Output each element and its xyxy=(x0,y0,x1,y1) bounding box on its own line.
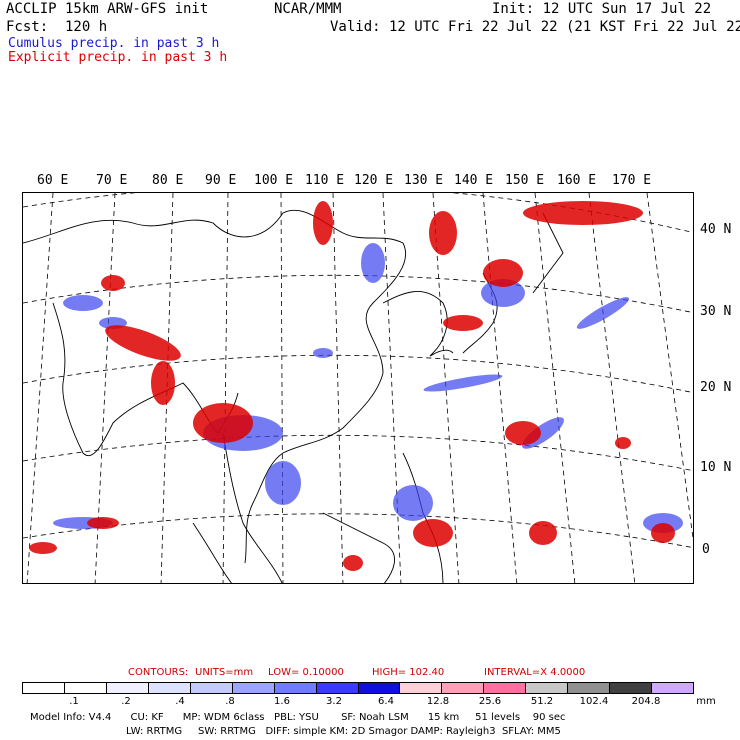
colorbar-swatch xyxy=(568,683,611,693)
graticule xyxy=(23,193,693,583)
colorbar-swatch xyxy=(652,683,693,693)
colorbar-unit: mm xyxy=(696,696,716,707)
explicit-precip xyxy=(29,201,675,571)
lon-label: 140 E xyxy=(454,173,494,188)
colorbar-swatch xyxy=(442,683,485,693)
lon-label: 100 E xyxy=(254,173,294,188)
forecast-hour: Fcst: 120 h xyxy=(6,19,108,35)
contours-low: LOW= 0.10000 xyxy=(268,667,344,678)
colorbar-swatch xyxy=(484,683,527,693)
center-label: NCAR/MMM xyxy=(274,1,342,17)
lon-label: 70 E xyxy=(96,173,128,188)
colorbar-swatch xyxy=(106,683,149,693)
precip-map xyxy=(22,192,694,584)
lat-label: 20 N xyxy=(700,380,732,395)
lat-label: 0 xyxy=(702,542,710,557)
colorbar-label: 3.2 xyxy=(326,696,342,707)
valid-time: Valid: 12 UTC Fri 22 Jul 22 (21 KST Fri … xyxy=(330,19,740,35)
lon-label: 160 E xyxy=(557,173,597,188)
colorbar-label: 25.6 xyxy=(478,696,502,707)
contours-units: UNITS=mm xyxy=(195,667,254,678)
lon-label: 150 E xyxy=(505,173,545,188)
colorbar-swatch xyxy=(274,683,317,693)
contours-interval: INTERVAL=X 4.0000 xyxy=(484,667,586,678)
colorbar-swatch xyxy=(316,683,359,693)
coastlines xyxy=(23,209,564,583)
lat-label: 10 N xyxy=(700,460,732,475)
map-graphics xyxy=(23,193,693,583)
lon-label: 170 E xyxy=(612,173,652,188)
lat-label: 30 N xyxy=(700,304,732,319)
lon-label: 80 E xyxy=(152,173,184,188)
colorbar-swatch xyxy=(400,683,443,693)
colorbar-swatch xyxy=(190,683,233,693)
colorbar-label: .1 xyxy=(69,696,79,707)
colorbar-label: .4 xyxy=(175,696,185,707)
colorbar-swatch xyxy=(23,683,65,693)
colorbar-label: 102.4 xyxy=(579,696,609,707)
model-title: ACCLIP 15km ARW-GFS init xyxy=(6,1,209,17)
contours-high: HIGH= 102.40 xyxy=(372,667,445,678)
colorbar-label: .2 xyxy=(121,696,131,707)
model-info-line2: LW: RRTMG SW: RRTMG DIFF: simple KM: 2D … xyxy=(126,726,561,737)
colorbar-swatch xyxy=(64,683,107,693)
lat-label: 40 N xyxy=(700,222,732,237)
colorbar-swatch xyxy=(358,683,401,693)
colorbar-swatch xyxy=(610,683,653,693)
colorbar-swatch xyxy=(148,683,191,693)
colorbar-label: 1.6 xyxy=(274,696,290,707)
colorbar-label: .8 xyxy=(225,696,235,707)
colorbar-label: 12.8 xyxy=(426,696,450,707)
colorbar-label: 6.4 xyxy=(378,696,394,707)
legend-explicit: Explicit precip. in past 3 h xyxy=(8,50,228,65)
lon-label: 110 E xyxy=(305,173,345,188)
lon-label: 130 E xyxy=(404,173,444,188)
init-time: Init: 12 UTC Sun 17 Jul 22 xyxy=(492,1,712,17)
colorbar-swatch xyxy=(526,683,569,693)
legend-cumulus: Cumulus precip. in past 3 h xyxy=(8,36,220,51)
lon-label: 90 E xyxy=(205,173,237,188)
model-info-line1: Model Info: V4.4 CU: KF MP: WDM 6class P… xyxy=(30,712,566,723)
contours-label: CONTOURS: xyxy=(128,667,189,678)
colorbar xyxy=(22,682,694,694)
colorbar-swatch xyxy=(232,683,275,693)
lon-label: 120 E xyxy=(354,173,394,188)
colorbar-label: 204.8 xyxy=(631,696,661,707)
lon-label: 60 E xyxy=(37,173,69,188)
colorbar-label: 51.2 xyxy=(530,696,554,707)
cumulus-precip xyxy=(53,243,683,533)
